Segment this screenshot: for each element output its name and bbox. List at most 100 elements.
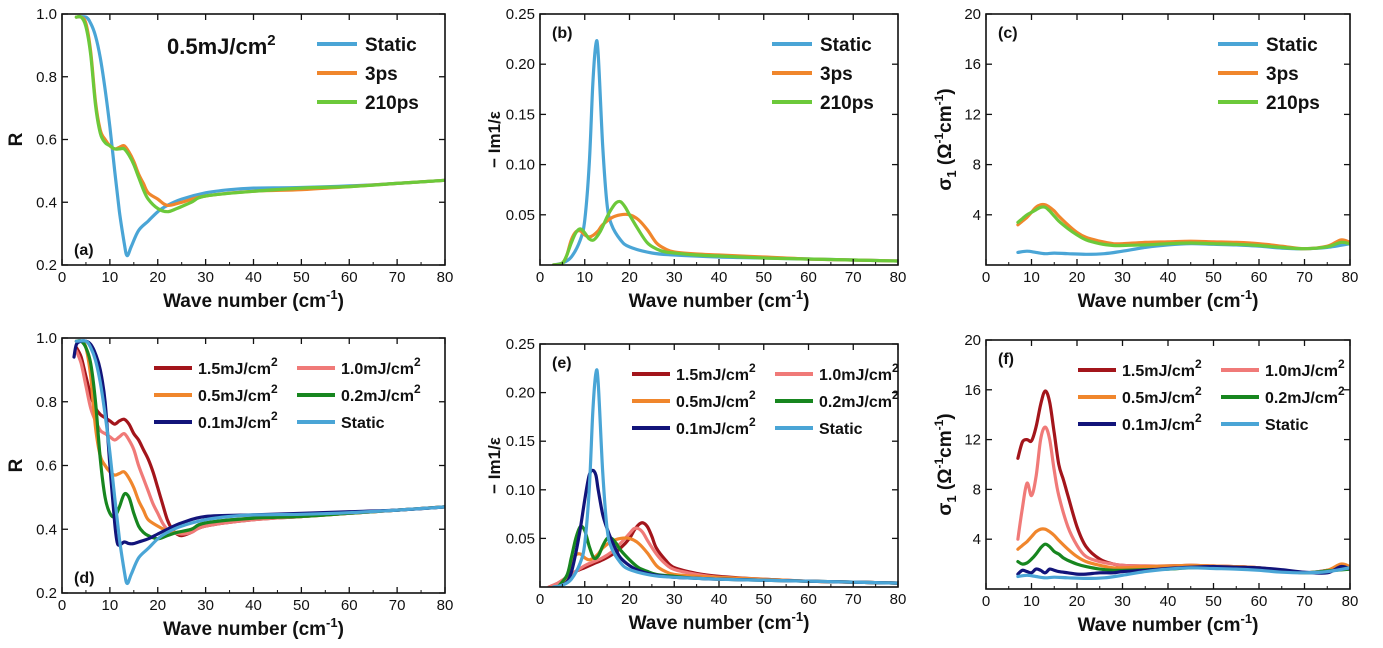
x-axis-title: Wave number (cm-1) (629, 609, 810, 634)
legend-label: 1.5mJ/cm2 (1122, 357, 1202, 380)
x-tick-label: 30 (666, 269, 683, 286)
series-line-static (74, 15, 445, 258)
legend: 1.5mJ/cm2 1.0mJ/cm2 0.5mJ/cm2 0.2mJ/cm2 0.1m… (154, 355, 421, 432)
y-tick-label: 0.20 (506, 385, 535, 402)
x-tick-label: 10 (576, 591, 593, 608)
x-tick-label: 50 (755, 591, 772, 608)
x-tick-label: 0 (982, 593, 990, 610)
series-group (72, 339, 445, 585)
x-tick-label: 70 (1296, 269, 1313, 286)
legend-label: 1.5mJ/cm2 (198, 355, 278, 378)
y-tick-label: 8 (973, 157, 981, 174)
y-tick-label: 0.4 (36, 521, 57, 538)
x-tick-label: 60 (1251, 269, 1268, 286)
panel-label: (f) (998, 351, 1014, 368)
y-tick-label: 0.2 (36, 585, 57, 602)
y-axis-title: σ1 (Ω-1cm-1) (932, 413, 959, 515)
x-tick-label: 10 (102, 597, 119, 614)
x-tick-label: 20 (149, 597, 166, 614)
series-line-static (551, 368, 898, 587)
y-tick-label: 0.10 (506, 482, 535, 499)
series-line-210ps (551, 199, 898, 265)
y-tick-label: 16 (964, 56, 981, 73)
x-tick-label: 50 (1205, 593, 1222, 610)
x-tick-label: 70 (845, 591, 862, 608)
series-group (547, 368, 898, 587)
x-tick-label: 50 (293, 597, 310, 614)
x-tick-label: 80 (437, 597, 454, 614)
panel-b: 0 10 20 30 40 50 60 70 80 0.05 0.10 0.15 0.20 0.25 Wav… (485, 6, 906, 312)
y-tick-label: 0.8 (36, 69, 57, 86)
y-tick-label: 0.25 (506, 336, 535, 353)
x-tick-label: 60 (341, 597, 358, 614)
panel-a: 0 10 20 30 40 50 60 70 80 0.2 0.4 0.6 0.8 1.0 Wave num… (6, 6, 453, 312)
x-axis-title: Wave number (cm-1) (629, 287, 810, 312)
legend-label: Static (1266, 35, 1318, 56)
y-tick-label: 1.0 (36, 330, 57, 347)
legend-label: Static (365, 35, 417, 56)
x-tick-label: 20 (621, 269, 638, 286)
x-tick-label: 70 (389, 269, 406, 286)
panel-label: (a) (74, 242, 94, 259)
y-tick-label: 12 (964, 106, 981, 123)
y-tick-label: 20 (964, 332, 981, 349)
x-tick-label: 40 (1160, 593, 1177, 610)
x-tick-label: 10 (1023, 593, 1040, 610)
series-line-210ps (74, 14, 445, 214)
x-tick-label: 60 (341, 269, 358, 286)
x-tick-label: 40 (1160, 269, 1177, 286)
x-tick-label: 80 (890, 269, 907, 286)
y-axis-title: R (6, 458, 27, 472)
y-tick-label: 0.25 (506, 6, 535, 23)
series-line-210ps (1016, 205, 1350, 251)
y-tick-label: 4 (973, 531, 981, 548)
legend-label: 0.5mJ/cm2 (198, 382, 278, 405)
x-tick-label: 30 (1114, 269, 1131, 286)
legend-label: 0.5mJ/cm2 (676, 388, 756, 411)
series-group (551, 39, 898, 265)
legend-label: 210ps (365, 93, 419, 114)
x-tick-label: 0 (982, 269, 990, 286)
x-tick-label: 0 (58, 269, 66, 286)
series-line-0-1mj-cm2 (1016, 564, 1350, 576)
x-tick-label: 50 (755, 269, 772, 286)
legend-label: 0.2mJ/cm2 (341, 382, 421, 405)
x-tick-label: 60 (800, 269, 817, 286)
x-axis-title: Wave number (cm-1) (1078, 287, 1259, 312)
series-group (1016, 389, 1350, 580)
panel-label: (e) (552, 355, 572, 372)
x-tick-label: 40 (711, 269, 728, 286)
legend-label: 0.2mJ/cm2 (819, 388, 899, 411)
x-tick-label: 60 (800, 591, 817, 608)
y-axis-title: − Im1/ε (485, 111, 504, 168)
x-tick-label: 30 (666, 591, 683, 608)
series-line-static (1016, 566, 1350, 580)
legend: 1.5mJ/cm2 1.0mJ/cm2 0.5mJ/cm2 0.2mJ/cm2 0.1m… (632, 361, 899, 438)
x-tick-label: 10 (576, 269, 593, 286)
x-axis-title: Wave number (cm-1) (163, 287, 344, 312)
y-axis-title: R (6, 132, 27, 146)
legend-label: 3ps (365, 64, 398, 85)
legend-label: 3ps (820, 64, 853, 85)
legend: 1.5mJ/cm2 1.0mJ/cm2 0.5mJ/cm2 0.2mJ/cm2 0.1m… (1078, 357, 1345, 434)
series-line-0-1mj-cm2 (556, 468, 898, 587)
x-tick-label: 40 (245, 597, 262, 614)
legend-label: 0.1mJ/cm2 (198, 409, 278, 432)
legend-label: 0.5mJ/cm2 (1122, 384, 1202, 407)
y-tick-label: 12 (964, 432, 981, 449)
legend-label: 0.1mJ/cm2 (676, 415, 756, 438)
legend-label: 0.1mJ/cm2 (1122, 411, 1202, 434)
legend-label: 210ps (1266, 93, 1320, 114)
x-tick-label: 0 (536, 591, 544, 608)
legend-label: 1.5mJ/cm2 (676, 361, 756, 384)
series-group (74, 14, 445, 258)
series-line-0-2mj-cm2 (74, 339, 445, 541)
x-tick-label: 0 (536, 269, 544, 286)
x-tick-label: 80 (1342, 269, 1359, 286)
y-tick-label: 16 (964, 382, 981, 399)
y-tick-label: 0.15 (506, 106, 535, 123)
y-tick-label: 0.15 (506, 433, 535, 450)
x-tick-label: 70 (389, 597, 406, 614)
y-tick-label: 0.4 (36, 194, 57, 211)
y-tick-label: 0.05 (506, 207, 535, 224)
